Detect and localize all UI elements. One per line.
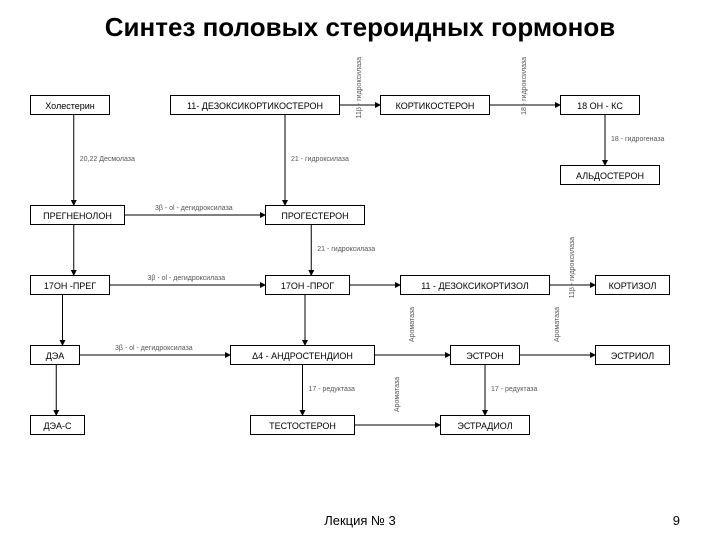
node-dea: ДЭА	[30, 345, 80, 365]
edge-label: 18 - гидрогеназа	[611, 136, 664, 143]
edge-label: 17 - редуктаза	[309, 386, 355, 393]
node-testo: ТЕСТОСТЕРОН	[250, 415, 355, 435]
edge-label: 11β - гидроксилаза	[356, 57, 363, 118]
node-doc11: 11- ДЕЗОКСИКОРТИКОСТЕРОН	[170, 95, 340, 115]
footer-lecture: Лекция № 3	[0, 513, 720, 528]
edge-label: 21 - гидроксилаза	[291, 156, 349, 163]
steroid-flowchart: Холестерин 11- ДЕЗОКСИКОРТИКОСТЕРОН КОРТИК…	[20, 95, 700, 495]
node-chol: Холестерин	[30, 95, 110, 115]
node-doc11b: 11 - ДЕЗОКСИКОРТИЗОЛ	[400, 275, 550, 295]
node-prog: ПРОГЕСТЕРОН	[265, 205, 365, 225]
edge-label: 21 - гидроксилаза	[317, 246, 375, 253]
edges-layer	[20, 95, 700, 495]
node-andro: Δ4 - АНДРОСТЕНДИОН	[230, 345, 375, 365]
node-estron: ЭСТРОН	[450, 345, 520, 365]
edge-label: Ароматаза	[409, 307, 416, 342]
node-estrad: ЭСТРАДИОЛ	[440, 415, 530, 435]
footer-page: 9	[673, 513, 680, 528]
node-cortst: КОРТИКОСТЕРОН	[380, 95, 490, 115]
node-aldo: АЛЬДОСТЕРОН	[560, 165, 660, 185]
edge-label: 20,22 Десмолаза	[80, 156, 135, 163]
edge-label: 3β - ol - дегидроксилаза	[115, 345, 193, 352]
edge-label: Ароматаза	[554, 307, 561, 342]
node-cortsl: КОРТИЗОЛ	[595, 275, 670, 295]
edge-label: 3β - ol - дегидроксилаза	[155, 205, 233, 212]
node-preg: ПРЕГНЕНОЛОН	[30, 205, 125, 225]
node-ohpreg: 17ОН -ПРЕГ	[30, 275, 110, 295]
page-title: Синтез половых стероидных гормонов	[0, 12, 720, 43]
edge-label: 11β - гидроксилаза	[569, 237, 576, 298]
edge-label: 17 - редуктаза	[491, 386, 537, 393]
edge-label: 3β - ol - дегидроксилаза	[148, 275, 226, 282]
node-ohprog: 17ОН -ПРОГ	[265, 275, 350, 295]
node-ohks: 18 ОН - КС	[560, 95, 640, 115]
edge-label: 18 - гидроксилаза	[521, 57, 528, 115]
node-deas: ДЭА-С	[30, 415, 85, 435]
edge-label: Ароматаза	[394, 377, 401, 412]
node-estriol: ЭСТРИОЛ	[595, 345, 670, 365]
